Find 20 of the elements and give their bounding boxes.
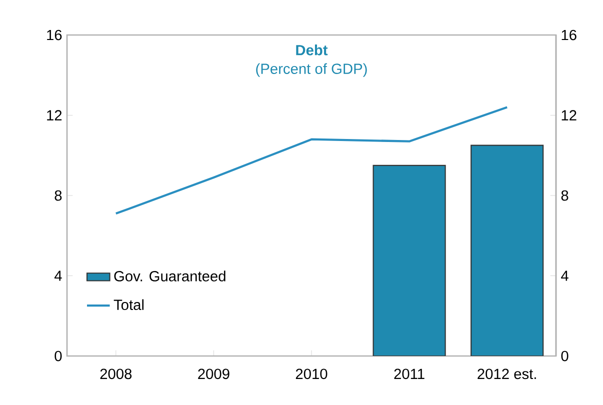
y2-tick-label: 16	[562, 30, 576, 40]
y-tick-label: 0	[54, 350, 62, 362]
x-tick-label: 2011	[394, 368, 424, 380]
x-tick-label: 2010	[296, 368, 328, 380]
legend-label: Total	[114, 299, 144, 310]
y-tick-label: 8	[54, 190, 62, 201]
y2-tick-label: 0	[561, 350, 568, 362]
text: (Percent of GDP)	[256, 63, 367, 77]
x-tick-label: 2012 est.	[478, 368, 536, 380]
x-tick-label: 2008	[100, 368, 132, 380]
legend-label: Gov. Guaranteed	[114, 270, 226, 282]
y-tick-label: 16	[47, 30, 62, 40]
y-tick-label: 4	[54, 270, 62, 281]
line-series	[114, 106, 508, 215]
y2-tick-label: 4	[561, 270, 568, 281]
y-tick-label: 12	[47, 110, 62, 120]
y2-tick-label: 12	[562, 110, 576, 120]
x-tick-label: 2009	[198, 368, 230, 380]
y2-tick-label: 8	[561, 190, 568, 201]
text: Debt	[296, 44, 328, 56]
